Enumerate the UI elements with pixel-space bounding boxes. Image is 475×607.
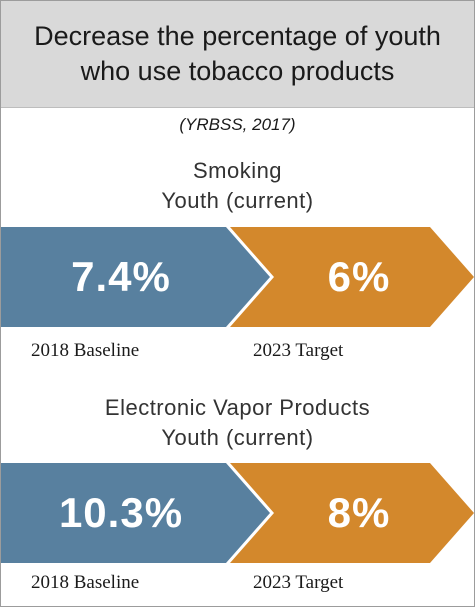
section-title-vapor: Electronic Vapor Products Youth (current… [1,393,474,453]
target-label: 2023 Target [253,572,344,593]
section-title-line2: Youth (current) [161,425,314,450]
target-value: 8% [327,489,391,536]
chevron-arrows [1,227,474,327]
target-chevron [230,463,474,563]
data-source: (YRBSS, 2017) [179,115,296,134]
baseline-value: 7.4% [71,253,171,300]
section-title-line1: Electronic Vapor Products [104,395,371,420]
section-title-smoking: Smoking Youth (current) [1,156,474,216]
baseline-value: 10.3% [58,489,184,536]
baseline-label: 2018 Baseline [31,572,140,593]
section-title-line1: Smoking [192,158,283,183]
objective-title: Decrease the percentage of youth who use… [34,21,441,86]
target-label: 2023 Target [253,340,344,361]
arrow-row-vapor: 10.3% 8% [1,463,474,563]
baseline-chevron [1,227,270,327]
target-chevron [230,227,474,327]
chevron-arrows [1,463,474,563]
baseline-chevron [1,463,270,563]
header-banner: Decrease the percentage of youth who use… [1,1,474,108]
baseline-label: 2018 Baseline [31,340,140,361]
arrow-row-smoking: 7.4% 6% [1,227,474,327]
target-value: 6% [327,253,391,300]
section-title-line2: Youth (current) [161,188,314,213]
